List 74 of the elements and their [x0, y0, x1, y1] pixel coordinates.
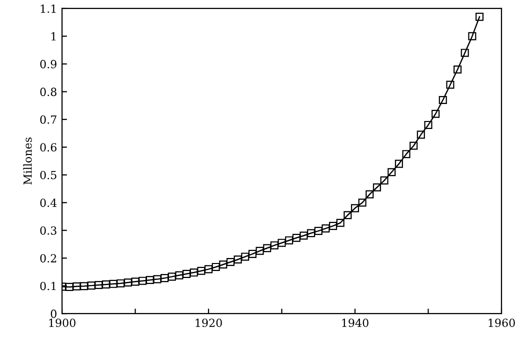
point [380, 176, 388, 184]
point [226, 258, 235, 266]
y-axis-title: Millones [23, 138, 32, 185]
point [65, 282, 74, 291]
point [212, 262, 220, 272]
y-tick-label: 1.1 [40, 4, 56, 13]
y-tick-label: 0.2 [40, 254, 56, 262]
point [307, 229, 316, 238]
point [248, 250, 256, 258]
point [116, 279, 125, 288]
point [278, 238, 286, 247]
point [460, 48, 469, 57]
point [182, 270, 191, 278]
point [388, 168, 396, 176]
y-tick-label: 0.5 [40, 170, 56, 180]
point [190, 268, 198, 277]
point [263, 244, 272, 252]
point [402, 150, 410, 158]
y-tick-label: 0.9 [40, 60, 56, 68]
y-tick-label: 0.7 [40, 115, 56, 124]
point [270, 241, 278, 250]
point [438, 96, 447, 104]
point [410, 142, 418, 150]
point [204, 265, 213, 274]
point [329, 222, 338, 230]
x-tick-label: 1900 [49, 318, 76, 328]
point [87, 282, 96, 290]
point [454, 65, 462, 74]
point [160, 274, 169, 282]
y-tick-label: 0 [50, 310, 56, 318]
y-tick-label: 0.8 [40, 88, 56, 96]
point [446, 80, 454, 89]
point [234, 255, 242, 264]
point [416, 130, 425, 139]
point [394, 160, 403, 168]
point [475, 12, 484, 21]
point [432, 110, 440, 118]
point [219, 260, 228, 269]
point [94, 280, 103, 290]
point [358, 198, 366, 207]
point [424, 120, 432, 129]
point [109, 280, 118, 288]
point [366, 190, 374, 198]
point [124, 278, 132, 287]
point [372, 183, 382, 192]
point [350, 204, 360, 212]
y-tick-label: 0.3 [40, 226, 56, 235]
y-tick-label: 0.6 [40, 143, 56, 152]
point [72, 282, 81, 290]
point [256, 246, 264, 255]
y-tick-label: 0.1 [40, 282, 56, 290]
point [468, 32, 476, 40]
point [344, 211, 352, 220]
x-tick-label: 1960 [488, 318, 515, 328]
point [285, 236, 294, 244]
point [153, 275, 162, 284]
point [197, 266, 206, 275]
point [80, 282, 88, 290]
point [168, 272, 176, 281]
y-tick-label: 0.4 [40, 198, 57, 208]
point [146, 276, 154, 284]
point [300, 232, 308, 240]
point [175, 271, 184, 280]
point [292, 234, 300, 242]
point [131, 278, 140, 286]
point [314, 226, 322, 235]
point [241, 252, 250, 261]
point [138, 276, 147, 285]
point [322, 224, 330, 232]
y-tick-label: 1 [51, 32, 56, 40]
x-tick-label: 1940 [342, 318, 368, 328]
point [336, 218, 344, 227]
x-tick-label: 1920 [196, 318, 222, 328]
point [102, 280, 110, 288]
